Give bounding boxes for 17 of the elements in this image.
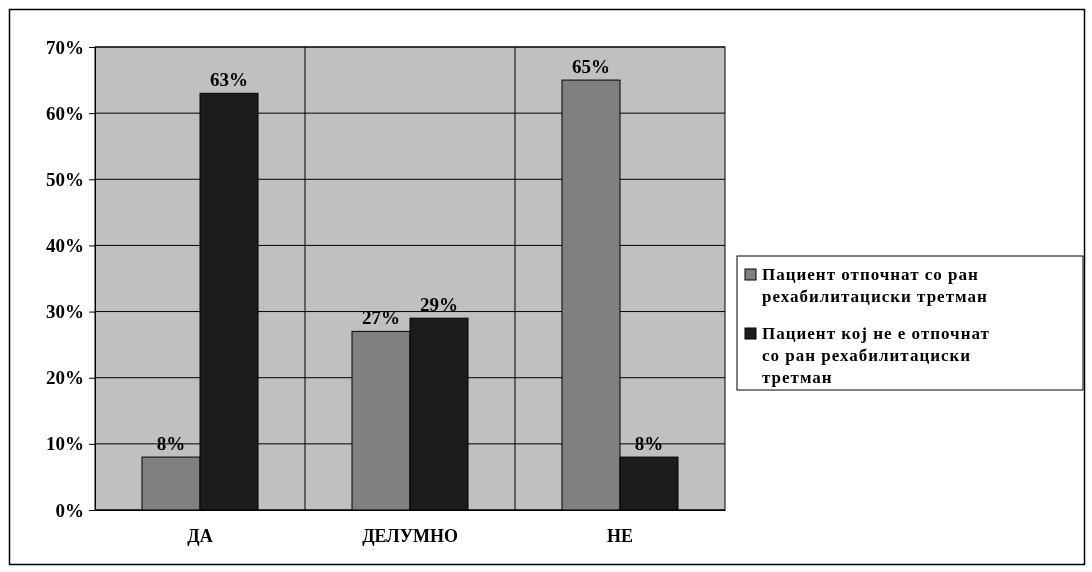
- text: 65%: [572, 56, 610, 78]
- text: 29%: [420, 294, 458, 316]
- y-tick-label: 60%: [46, 102, 84, 124]
- y-tick-label: 10%: [46, 433, 84, 455]
- y-tick-label: 70%: [46, 36, 84, 58]
- y-tick-label: 50%: [46, 168, 84, 190]
- x-tick-label: ДЕЛУМНО: [362, 525, 458, 546]
- y-tick-label: 20%: [46, 367, 84, 389]
- y-tick-label: 40%: [46, 235, 84, 257]
- text: 27%: [362, 307, 400, 329]
- text: 63%: [210, 69, 248, 91]
- y-tick-label: 0%: [55, 499, 84, 521]
- x-tick-label: ДА: [187, 525, 213, 546]
- legend-label: Пациент кој не е отпочнат со ран рехабилитациски третман: [762, 324, 990, 387]
- legend-label: Пациент отпочнат со ран рехабилитациски третман: [762, 265, 988, 306]
- x-tick-label: НЕ: [606, 525, 634, 546]
- y-tick-label: 30%: [46, 301, 84, 323]
